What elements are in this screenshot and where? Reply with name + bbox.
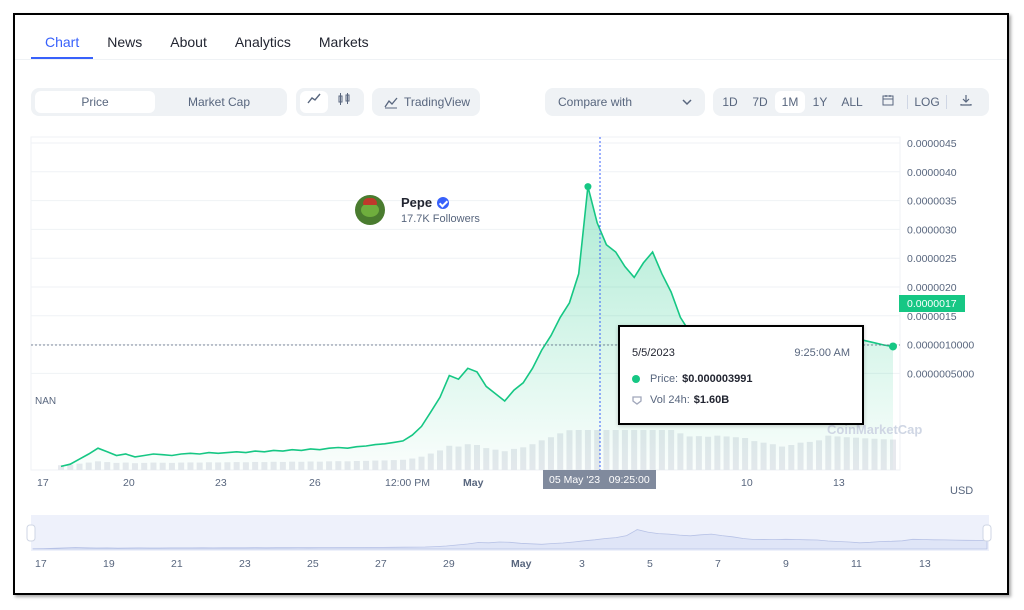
tooltip-price-label: Price: xyxy=(650,373,679,385)
tooltip-price-value: $0.000003991 xyxy=(682,373,753,385)
crosshair-time-badge xyxy=(543,470,656,489)
navigator-tick-label: 11 xyxy=(851,558,862,570)
navigator-left-handle[interactable] xyxy=(26,524,36,542)
navigator-tick-label: 7 xyxy=(715,558,721,570)
navigator-area xyxy=(32,529,988,550)
y-tick-label: 0.0000045 xyxy=(907,138,957,150)
tradingview-button[interactable]: TradingView xyxy=(372,88,480,116)
market-cap-option[interactable]: Market Cap xyxy=(187,95,251,109)
tooltip-date: 5/5/2023 xyxy=(632,347,675,359)
navigator-tick-label: 29 xyxy=(443,558,455,570)
tab-markets[interactable]: Markets xyxy=(318,34,369,50)
price-option[interactable]: Price xyxy=(35,91,155,113)
compare-label: Compare with xyxy=(558,95,633,109)
coin-name: Pepe xyxy=(401,195,433,210)
tab-analytics[interactable]: Analytics xyxy=(234,34,291,50)
range-selector: 1D 7D 1M 1Y ALL LOG xyxy=(713,88,989,116)
chart-type-toggle: Price Market Cap xyxy=(31,88,287,116)
candlestick-icon[interactable] xyxy=(328,91,360,113)
download-icon[interactable] xyxy=(947,91,985,113)
price-dot-icon xyxy=(632,375,640,383)
y-tick-label: 0.0000040 xyxy=(907,167,957,179)
navigator-tick-label: 5 xyxy=(647,558,653,570)
coin-followers: 17.7K Followers xyxy=(401,213,480,225)
navigator-tick-label: 21 xyxy=(171,558,183,570)
range-1d[interactable]: 1D xyxy=(722,95,738,109)
tab-chart[interactable]: Chart xyxy=(31,15,94,59)
calendar-icon[interactable] xyxy=(869,91,907,113)
price-tooltip: 5/5/2023 9:25:00 AM Price: $0.000003991 … xyxy=(618,325,864,425)
tab-about[interactable]: About xyxy=(170,34,207,50)
tab-news[interactable]: News xyxy=(107,34,143,50)
x-tick-label: 23 xyxy=(215,477,227,489)
crosshair-time-label: 05 May '23 09:25:00 xyxy=(549,474,650,486)
tooltip-vol-value: $1.60B xyxy=(693,394,730,406)
price-chart[interactable]: 0.0000045 0.0000040 0.0000035 0.0000030 0.00… xyxy=(15,15,1007,593)
range-divider-2 xyxy=(946,95,947,109)
x-tick-label: May xyxy=(463,477,484,489)
line-chart-icon[interactable] xyxy=(300,91,328,113)
range-divider xyxy=(907,95,908,109)
navigator-right-handle[interactable] xyxy=(982,524,992,542)
chevron-down-icon xyxy=(682,99,692,106)
y-tick-label: 0.0000015 xyxy=(907,311,957,323)
navigator-tick-label: 9 xyxy=(783,558,789,570)
y-tick-label: 0.0000005000 xyxy=(907,368,974,380)
y-tick-label: 0.0000030 xyxy=(907,224,957,236)
navigator-tick-label: 17 xyxy=(35,558,47,570)
navigator-tick-label: 27 xyxy=(375,558,387,570)
tradingview-icon xyxy=(384,97,398,109)
price-badge-bg xyxy=(899,295,965,312)
navigator-tick-label: May xyxy=(511,558,532,570)
compare-dropdown[interactable]: Compare with xyxy=(545,88,705,116)
y-tick-label: 0.0000010000 xyxy=(907,340,974,352)
hover-point xyxy=(584,183,592,191)
navigator-tick-label: 19 xyxy=(103,558,115,570)
navigator-tick-label: 23 xyxy=(239,558,251,570)
chart-panel: Chart News About Analytics Markets Price… xyxy=(13,13,1009,595)
navigator-tick-label: 25 xyxy=(307,558,319,570)
watermark: CoinMarketCap xyxy=(827,422,922,437)
pepe-avatar xyxy=(355,195,385,225)
x-tick-label: 20 xyxy=(123,477,135,489)
tradingview-label: TradingView xyxy=(404,95,471,109)
x-tick-label: 17 xyxy=(37,477,49,489)
chart-style-toggle xyxy=(296,88,364,116)
x-tick-label: 13 xyxy=(833,477,845,489)
price-badge: 0.0000017 xyxy=(907,298,957,310)
tab-divider xyxy=(15,59,1007,60)
navigator-tick-label: 13 xyxy=(919,558,931,570)
range-7d[interactable]: 7D xyxy=(752,95,768,109)
log-toggle[interactable]: LOG xyxy=(914,95,940,109)
x-tick-label: 10 xyxy=(741,477,753,489)
volume-icon xyxy=(632,396,642,405)
tooltip-time: 9:25:00 AM xyxy=(794,347,850,359)
tab-bar: Chart News About Analytics Markets xyxy=(31,15,383,59)
navigator-tick-label: 3 xyxy=(579,558,585,570)
x-tick-label: 26 xyxy=(309,477,321,489)
y-tick-label: 0.0000020 xyxy=(907,282,957,294)
y-tick-label: 0.0000025 xyxy=(907,253,957,265)
range-1m[interactable]: 1M xyxy=(775,91,805,113)
verified-icon xyxy=(437,196,450,209)
coin-info: Pepe 17.7K Followers xyxy=(355,195,480,225)
range-all[interactable]: ALL xyxy=(841,95,863,109)
last-price-point xyxy=(889,342,897,351)
nan-label: NAN xyxy=(35,396,56,407)
y-tick-label: 0.0000035 xyxy=(907,196,957,208)
range-1y[interactable]: 1Y xyxy=(812,95,828,109)
x-tick-label: 12:00 PM xyxy=(385,477,430,489)
currency-label: USD xyxy=(950,485,973,497)
tooltip-vol-label: Vol 24h: xyxy=(650,394,690,406)
